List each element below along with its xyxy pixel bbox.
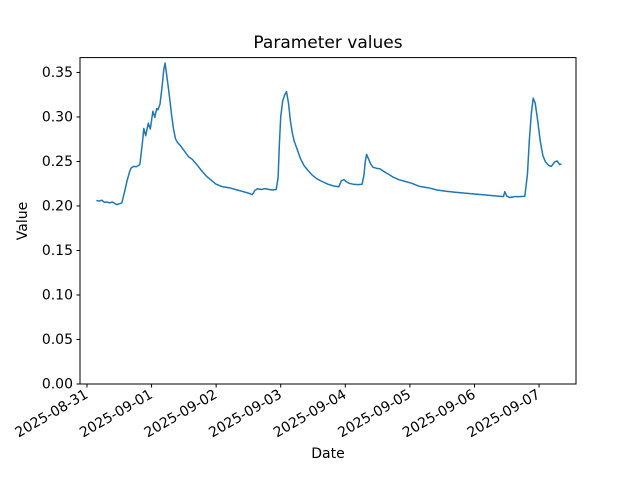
y-tick-label: 0.30 [42, 109, 73, 125]
y-tick-label: 0.15 [42, 243, 73, 259]
y-tick-label: 0.25 [42, 154, 73, 170]
y-tick-label: 0.05 [42, 332, 73, 348]
chart-title: Parameter values [253, 33, 402, 53]
x-tick-label: 2025-08-31 [13, 387, 91, 442]
series-line-parameter-value [96, 62, 562, 206]
y-tick-label: 0.20 [42, 198, 73, 214]
y-axis-label: Value [15, 202, 31, 240]
x-axis: 2025-08-312025-09-012025-09-022025-09-03… [13, 384, 543, 442]
y-tick-label: 0.00 [42, 377, 73, 393]
x-tick-label: 2025-09-07 [465, 387, 543, 442]
x-tick-label: 2025-09-03 [206, 387, 284, 442]
plot-frame [79, 57, 577, 385]
y-tick-label: 0.35 [42, 65, 73, 81]
y-tick-label: 0.10 [42, 287, 73, 303]
x-tick-label: 2025-09-02 [142, 387, 220, 442]
data-series [96, 62, 562, 206]
x-tick-label: 2025-09-05 [335, 387, 413, 442]
x-axis-label: Date [311, 446, 344, 462]
y-axis: 0.00 0.05 0.10 0.15 0.20 0.25 0.30 0.35 [42, 65, 80, 393]
x-tick-label: 2025-09-01 [77, 387, 155, 442]
